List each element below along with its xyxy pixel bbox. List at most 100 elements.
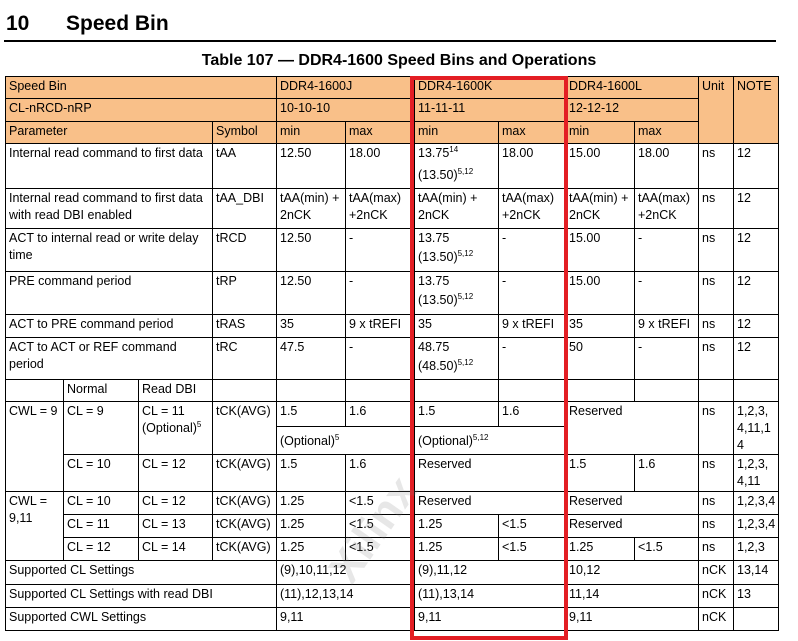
j-max-cell: tAA(max) +2nCK: [345, 188, 415, 229]
k-value-cell: 9,11: [414, 607, 566, 631]
cl-cell: CL = 11: [63, 514, 139, 538]
l-value-cell: 9,11: [565, 607, 699, 631]
j-max-cell: 1.6: [345, 400, 415, 428]
j-max-cell: <1.5: [345, 537, 415, 561]
k-min-alt-sup: 5,12: [457, 167, 474, 176]
table-row-trp: PRE command period tRP 12.50 - 13.75 (13.…: [5, 271, 780, 315]
k-max-cell: <1.5: [498, 514, 566, 538]
blank-cell: [698, 379, 734, 402]
k-min-alt-sup: 5,12: [457, 249, 474, 258]
j-optional-text: (Optional): [280, 433, 335, 448]
cwl9-label: CWL = 9: [5, 401, 64, 492]
k-min-cell: 13.75 (13.50)5,12: [414, 271, 499, 315]
unit-cell: ns: [698, 143, 734, 189]
bin-l-timing: 12-12-12: [565, 98, 699, 122]
k-min-value: 48.75: [418, 340, 450, 354]
table-row-cwl11-cl11: CL = 11 CL = 13 tCK(AVG) 1.25 <1.5 1.25 …: [6, 514, 780, 538]
k-max-cell: <1.5: [498, 537, 566, 561]
blank-cell: [565, 379, 635, 402]
k-min-value: 13.75: [418, 274, 450, 288]
j-min-cell: 1.5: [276, 400, 346, 428]
symbol-cell: tAA_DBI: [212, 188, 277, 229]
j-value-cell: (11),12,13,14: [276, 584, 415, 608]
k-min-value: 13.75: [418, 146, 450, 160]
j-value-cell: (9),10,11,12: [276, 560, 415, 585]
symbol-cell: tCK(AVG): [212, 401, 277, 455]
k-max-cell: -: [498, 228, 566, 272]
note-cell: [732, 607, 780, 631]
symbol-cell: tCK(AVG): [212, 454, 277, 492]
j-min-header: min: [276, 121, 346, 144]
symbol-cell: tRAS: [212, 314, 277, 338]
param-cell: ACT to ACT or REF command period: [5, 337, 213, 380]
k-min-cell: tAA(min) + 2nCK: [414, 188, 499, 229]
header-row-speed-bin: Speed Bin DDR4-1600J DDR4-1600K DDR4-160…: [5, 76, 780, 144]
dbi-optional: (Optional): [142, 421, 197, 435]
j-min-cell: 1.25: [276, 514, 346, 538]
symbol-cell: tCK(AVG): [212, 491, 277, 515]
note-cell: 12: [732, 271, 780, 315]
j-optional-cell: (Optional)5: [276, 426, 415, 455]
table-row-cwl11-cl12: CL = 12 CL = 14 tCK(AVG) 1.25 <1.5 1.25 …: [6, 537, 780, 561]
k-min-cell: 13.75 (13.50)5,12: [414, 228, 499, 272]
cwl11-label: CWL = 9,11: [5, 491, 64, 561]
note-cell: 1,2,3,4: [732, 491, 780, 515]
k-optional-cell: (Optional)5,12: [414, 426, 566, 455]
unit-cell: ns: [698, 454, 734, 492]
table-row-supported-cl: Supported CL Settings (9),10,11,12 (9),1…: [5, 560, 780, 585]
j-min-cell: 12.50: [276, 143, 346, 189]
blank-cell: [345, 379, 415, 402]
speed-bin-label: Speed Bin: [5, 76, 277, 99]
unit-cell: ns: [698, 337, 734, 380]
k-max-cell: 18.00: [498, 143, 566, 189]
l-min-cell: tAA(min) + 2nCK: [565, 188, 635, 229]
l-min-cell: 1.25: [565, 537, 635, 561]
unit-cell: ns: [698, 188, 734, 229]
k-min-alt-sup: 5,12: [457, 292, 474, 301]
cl-cell: CL = 10: [63, 491, 139, 515]
normal-label: Normal: [63, 379, 139, 402]
table-row-trc: ACT to ACT or REF command period tRC 47.…: [5, 337, 780, 380]
k-optional-text: (Optional): [418, 433, 473, 448]
table-row-cwl9-cl9-optional: (Optional)5 (Optional)5,12: [6, 426, 779, 455]
k-min-alt: (13.50): [418, 168, 458, 182]
bin-j-timing: 10-10-10: [276, 98, 415, 122]
unit-cell: nCK: [698, 560, 734, 585]
j-max-cell: 9 x tREFI: [345, 314, 415, 338]
j-max-cell: -: [345, 271, 415, 315]
l-max-cell: -: [634, 337, 699, 380]
supported-label: Supported CL Settings: [5, 560, 277, 585]
note-cell: 12: [732, 314, 780, 338]
j-min-cell: 1.25: [276, 491, 346, 515]
note-cell: 1,2,3,4: [732, 514, 780, 538]
blank-cell: [414, 379, 499, 402]
bin-k-timing: 11-11-11: [414, 98, 566, 122]
l-reserved-cell: Reserved: [565, 514, 699, 538]
table-row-trcd: ACT to internal read or write delay time…: [5, 228, 780, 272]
l-max-cell: tAA(max) +2nCK: [634, 188, 699, 229]
dbi-optional-sup: 5: [196, 420, 202, 429]
l-min-cell: 15.00: [565, 143, 635, 189]
j-min-cell: 1.5: [276, 454, 346, 492]
timing-label: CL-nRCD-nRP: [5, 98, 277, 122]
l-max-cell: 18.00: [634, 143, 699, 189]
k-min-cell: 13.7514 (13.50)5,12: [414, 143, 499, 189]
k-max-cell: tAA(max) +2nCK: [498, 188, 566, 229]
section-number: 10: [6, 12, 30, 35]
k-min-cell: 1.5: [414, 400, 499, 428]
unit-cell: ns: [698, 401, 734, 455]
note-cell: 13,14: [732, 560, 780, 585]
table-row-tras: ACT to PRE command period tRAS 35 9 x tR…: [5, 314, 780, 338]
unit-cell: ns: [698, 271, 734, 315]
k-min-cell: 1.25: [414, 537, 499, 561]
blank-cell: [212, 379, 277, 402]
k-max-cell: -: [498, 337, 566, 380]
table-row-supported-cl-dbi: Supported CL Settings with read DBI (11)…: [5, 584, 780, 608]
k-reserved-cell: Reserved: [414, 454, 566, 492]
j-max-cell: -: [345, 337, 415, 380]
j-max-cell: -: [345, 228, 415, 272]
l-max-cell: -: [634, 271, 699, 315]
j-max-cell: 1.6: [345, 454, 415, 492]
unit-cell: ns: [698, 314, 734, 338]
j-max-cell: <1.5: [345, 491, 415, 515]
